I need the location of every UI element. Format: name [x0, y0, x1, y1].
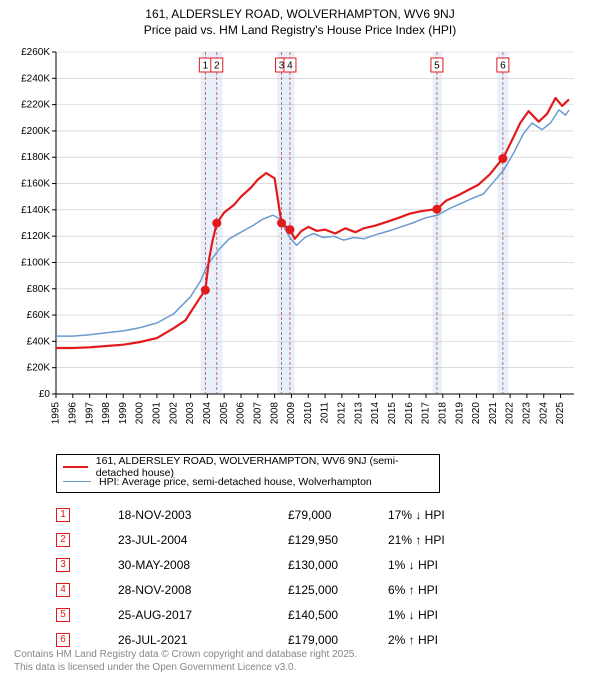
event-price: £140,500 [288, 608, 388, 622]
chart-title-block: 161, ALDERSLEY ROAD, WOLVERHAMPTON, WV6 … [0, 0, 600, 38]
event-delta: 21% ↑ HPI [388, 533, 458, 547]
sale-event-row: 3 30-MAY-2008£130,0001% ↓ HPI [56, 552, 458, 577]
price-chart: £0 £20K £40K £60K £80K £100K £120K £140K £160K £1… [14, 44, 586, 444]
svg-text:2003: 2003 [185, 402, 196, 425]
svg-text:2014: 2014 [370, 402, 381, 425]
svg-text:2023: 2023 [522, 402, 533, 425]
footer-line-1: Contains HM Land Registry data © Crown c… [14, 649, 357, 662]
svg-text:2006: 2006 [236, 402, 247, 425]
svg-text:2008: 2008 [269, 402, 280, 425]
svg-text:2004: 2004 [202, 402, 213, 425]
svg-text:6: 6 [500, 61, 506, 72]
svg-text:£160K: £160K [21, 179, 50, 190]
svg-text:£120K: £120K [21, 231, 50, 242]
svg-text:£0: £0 [39, 389, 51, 400]
svg-text:£180K: £180K [21, 152, 50, 163]
svg-text:2000: 2000 [135, 402, 146, 425]
svg-text:1999: 1999 [118, 402, 129, 425]
sale-events-table: 1 18-NOV-2003£79,00017% ↓ HPI 2 23-JUL-2004… [56, 502, 458, 652]
legend-swatch [63, 481, 91, 482]
legend: 161, ALDERSLEY ROAD, WOLVERHAMPTON, WV6 … [56, 454, 440, 493]
svg-text:1995: 1995 [51, 402, 62, 425]
event-delta: 6% ↑ HPI [388, 583, 458, 597]
svg-text:£260K: £260K [21, 47, 50, 58]
svg-text:2011: 2011 [320, 402, 331, 424]
sale-event-row: 2 23-JUL-2004£129,95021% ↑ HPI [56, 527, 458, 552]
event-date: 26-JUL-2021 [118, 633, 288, 647]
svg-text:4: 4 [287, 61, 293, 72]
event-delta: 2% ↑ HPI [388, 633, 458, 647]
svg-text:2007: 2007 [252, 402, 263, 425]
footer-line-2: This data is licensed under the Open Gov… [14, 662, 357, 675]
svg-text:2: 2 [214, 61, 220, 72]
event-marker: 5 [56, 608, 70, 622]
event-marker: 1 [56, 508, 70, 522]
event-date: 28-NOV-2008 [118, 583, 288, 597]
legend-swatch [63, 466, 88, 468]
svg-text:2010: 2010 [303, 402, 314, 425]
event-price: £129,950 [288, 533, 388, 547]
svg-text:£200K: £200K [21, 126, 50, 137]
footer-attribution: Contains HM Land Registry data © Crown c… [14, 649, 357, 674]
event-marker: 6 [56, 633, 70, 647]
svg-text:1997: 1997 [84, 402, 95, 425]
svg-text:1998: 1998 [101, 402, 112, 425]
svg-text:£80K: £80K [27, 284, 51, 295]
svg-text:£240K: £240K [21, 73, 50, 84]
svg-text:2018: 2018 [437, 402, 448, 425]
title-line-1: 161, ALDERSLEY ROAD, WOLVERHAMPTON, WV6 … [0, 6, 600, 22]
legend-item: 161, ALDERSLEY ROAD, WOLVERHAMPTON, WV6 … [63, 459, 433, 474]
sale-event-row: 4 28-NOV-2008£125,0006% ↑ HPI [56, 577, 458, 602]
svg-text:2002: 2002 [168, 402, 179, 425]
sale-event-row: 1 18-NOV-2003£79,00017% ↓ HPI [56, 502, 458, 527]
svg-text:£140K: £140K [21, 205, 50, 216]
svg-text:2019: 2019 [454, 402, 465, 425]
svg-text:2025: 2025 [555, 402, 566, 425]
svg-text:2020: 2020 [471, 402, 482, 425]
svg-text:2016: 2016 [404, 402, 415, 425]
legend-label: HPI: Average price, semi-detached house,… [99, 476, 372, 488]
svg-text:2001: 2001 [152, 402, 163, 425]
svg-text:£20K: £20K [27, 363, 51, 374]
svg-text:1: 1 [203, 61, 209, 72]
svg-text:2005: 2005 [219, 402, 230, 425]
event-date: 25-AUG-2017 [118, 608, 288, 622]
svg-text:5: 5 [434, 61, 440, 72]
title-line-2: Price paid vs. HM Land Registry's House … [0, 22, 600, 38]
svg-text:£220K: £220K [21, 100, 50, 111]
event-date: 18-NOV-2003 [118, 508, 288, 522]
svg-text:2013: 2013 [353, 402, 364, 425]
svg-text:£40K: £40K [27, 336, 51, 347]
svg-text:£100K: £100K [21, 257, 50, 268]
event-delta: 1% ↓ HPI [388, 558, 458, 572]
svg-text:2017: 2017 [421, 402, 432, 425]
event-price: £125,000 [288, 583, 388, 597]
svg-text:£60K: £60K [27, 310, 51, 321]
event-price: £130,000 [288, 558, 388, 572]
event-marker: 3 [56, 558, 70, 572]
svg-text:2015: 2015 [387, 402, 398, 425]
chart-area: £0 £20K £40K £60K £80K £100K £120K £140K £160K £1… [14, 44, 586, 444]
svg-text:2024: 2024 [538, 402, 549, 425]
event-price: £79,000 [288, 508, 388, 522]
event-marker: 4 [56, 583, 70, 597]
svg-text:2021: 2021 [488, 402, 499, 425]
svg-text:1996: 1996 [67, 402, 78, 425]
event-marker: 2 [56, 533, 70, 547]
event-delta: 1% ↓ HPI [388, 608, 458, 622]
svg-text:2009: 2009 [286, 402, 297, 425]
event-date: 23-JUL-2004 [118, 533, 288, 547]
event-delta: 17% ↓ HPI [388, 508, 458, 522]
svg-text:2012: 2012 [337, 402, 348, 425]
event-price: £179,000 [288, 633, 388, 647]
sale-event-row: 5 25-AUG-2017£140,5001% ↓ HPI [56, 602, 458, 627]
svg-text:2022: 2022 [505, 402, 516, 425]
event-date: 30-MAY-2008 [118, 558, 288, 572]
